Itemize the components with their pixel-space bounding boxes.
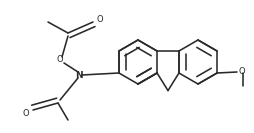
Text: O: O bbox=[97, 16, 103, 24]
Text: O: O bbox=[238, 68, 245, 76]
Text: N: N bbox=[75, 72, 83, 80]
Text: O: O bbox=[22, 109, 29, 117]
Text: O: O bbox=[56, 55, 63, 65]
